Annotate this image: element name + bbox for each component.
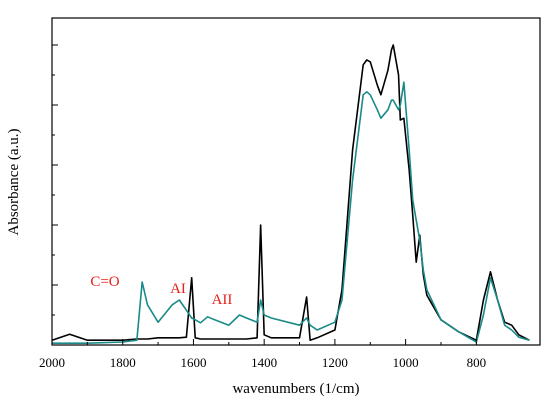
x-tick-label: 1400 [251, 355, 277, 370]
x-tick-label: 800 [467, 355, 487, 370]
x-tick-label: 1600 [180, 355, 206, 370]
peak-annotation: AII [212, 292, 233, 308]
x-axis-title: wavenumbers (1/cm) [232, 381, 359, 397]
peak-annotation: C=O [90, 274, 119, 290]
x-tick-label: 2000 [39, 355, 65, 370]
x-tick-label: 1000 [393, 355, 419, 370]
x-tick-label: 1800 [110, 355, 136, 370]
y-axis-title: Absorbance (a.u.) [6, 128, 22, 235]
x-tick-label: 1200 [322, 355, 348, 370]
spectrum-line [52, 81, 530, 344]
spectrum-line [51, 44, 530, 341]
plot-frame [51, 17, 541, 346]
peak-annotation: AI [170, 281, 186, 297]
